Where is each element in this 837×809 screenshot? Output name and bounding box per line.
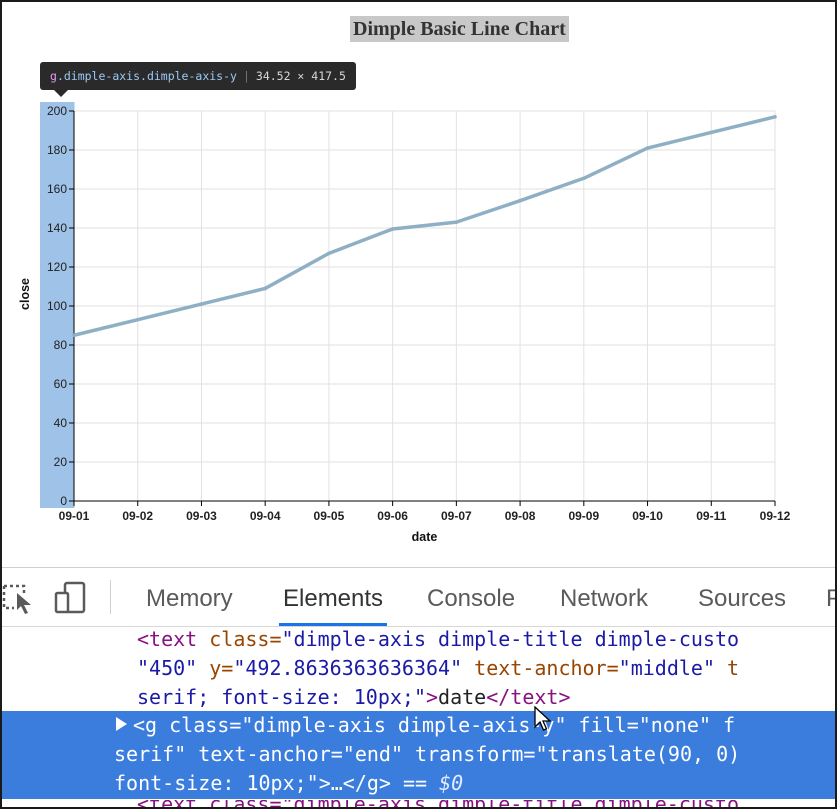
code-token: == — [390, 771, 440, 795]
code-token: text-anchor= — [474, 656, 619, 680]
selected-node-reference: $0 — [439, 771, 464, 795]
x-tick-label: 09-11 — [696, 509, 726, 523]
y-axis-title: close — [18, 278, 32, 310]
y-axis-inspect-highlight — [40, 102, 75, 508]
code-token: "dimple-axis dimple-axis-y" — [241, 713, 579, 737]
y-tick-label: 60 — [54, 377, 68, 391]
devtools-element-tooltip: g.dimple-axis.dimple-axis-y | 34.52 × 417.… — [40, 62, 356, 97]
tooltip-tag: g — [50, 69, 57, 83]
code-token: serif" — [114, 742, 199, 766]
y-tick-label: 0 — [60, 494, 67, 508]
code-token: fill= — [578, 713, 639, 737]
tab-performance[interactable]: P — [826, 568, 835, 626]
x-tick-label: 09-04 — [250, 509, 281, 523]
code-token: > — [425, 685, 439, 709]
series-line — [73, 115, 776, 337]
y-tick-label: 20 — [54, 455, 68, 469]
y-tick-label: 180 — [47, 143, 67, 157]
dom-line: <g class="dimple-axis dimple-axis-y" fil… — [116, 711, 735, 740]
x-tick-label: 09-03 — [186, 509, 217, 523]
data-point — [709, 130, 714, 135]
code-token: "492.8636363636364" — [233, 656, 475, 680]
data-point — [263, 286, 267, 291]
code-token: f — [723, 713, 736, 737]
tab-memory[interactable]: Memory — [146, 585, 233, 612]
code-token: text-anchor= — [198, 742, 343, 766]
toolbar-divider — [110, 580, 111, 614]
tab-network[interactable]: Network — [560, 585, 649, 612]
data-point — [518, 198, 522, 203]
y-tick-label: 160 — [47, 182, 67, 196]
code-token: class= — [169, 713, 242, 737]
x-tick-label: 09-09 — [568, 509, 599, 523]
data-point — [645, 146, 650, 150]
code-token: <g — [133, 713, 170, 737]
x-tick-label: 09-06 — [377, 509, 408, 523]
x-tick-label: 09-01 — [59, 509, 90, 523]
x-tick-label: 09-08 — [505, 509, 536, 523]
code-token: "dimple-axis dimple-title dimple-custo — [281, 627, 740, 651]
x-tick-label: 09-07 — [441, 509, 472, 523]
code-token: "end" — [342, 742, 416, 766]
dom-line[interactable]: serif; font-size: 10px;">date</text> — [137, 683, 571, 712]
mouse-cursor-icon — [534, 706, 552, 731]
code-token: y= — [209, 656, 234, 680]
code-token: "450" — [137, 656, 210, 680]
devtools-toolbar: Memory Elements Console Network Sources … — [2, 568, 835, 627]
y-tick-label: 140 — [47, 221, 67, 235]
x-tick-label: 09-05 — [314, 509, 345, 523]
code-token: transform= — [415, 742, 536, 766]
code-token: date — [438, 685, 487, 709]
inspect-element-icon[interactable] — [2, 580, 38, 616]
device-toolbar-icon[interactable] — [52, 580, 88, 616]
data-point — [390, 227, 395, 231]
data-point — [72, 333, 76, 338]
tooltip-classes: .dimple-axis.dimple-axis-y — [56, 69, 237, 83]
x-tick-label: 09-10 — [632, 509, 663, 523]
code-token: >…</g> — [318, 771, 391, 795]
y-tick-label: 80 — [54, 338, 68, 352]
y-tick-label: 120 — [47, 260, 67, 274]
data-point — [199, 302, 204, 306]
chart-title: Dimple Basic Line Chart — [350, 16, 569, 42]
code-token: serif; font-size: 10px;" — [137, 685, 426, 709]
y-tick-label: 200 — [47, 104, 67, 118]
x-tick-label: 09-02 — [122, 509, 153, 523]
devtools-panel: Memory Elements Console Network Sources … — [2, 567, 835, 807]
code-token: "none" — [638, 713, 724, 737]
x-tick-label: 09-12 — [760, 509, 791, 523]
dom-line[interactable]: "450" y="492.8636363636364" text-anchor=… — [137, 654, 739, 683]
code-token: "middle" — [618, 656, 728, 680]
code-token: <text — [137, 627, 210, 651]
dom-line[interactable]: <text class="dimple-axis dimple-title di… — [137, 625, 739, 654]
code-token: "translate(90, 0) — [535, 742, 741, 766]
dom-line: font-size: 10px;">…</g> == $0 — [114, 769, 463, 798]
data-point — [582, 176, 586, 181]
tooltip-dimensions: 34.52 × 417.5 — [255, 69, 346, 83]
data-point — [454, 220, 459, 224]
code-token: class= — [209, 627, 282, 651]
tab-elements[interactable]: Elements — [278, 568, 388, 626]
code-token: font-size: 10px;" — [114, 771, 319, 795]
data-point — [135, 317, 140, 322]
code-token: t — [727, 656, 740, 680]
tab-sources[interactable]: Sources — [698, 585, 787, 612]
tooltip-separator: | — [242, 69, 250, 83]
data-point — [773, 115, 777, 119]
code-token: <text class="dimple-axis dimple-title di… — [137, 800, 739, 807]
code-token: </text> — [486, 685, 571, 709]
line-chart: 0 20 40 60 80 100 120 140 160 180 200 09-01 09-02 09-… — [18, 102, 791, 544]
dom-line-partial[interactable]: <text class="dimple-axis dimple-title di… — [137, 800, 739, 807]
y-tick-label: 100 — [47, 299, 67, 313]
data-point — [327, 251, 331, 256]
tab-console[interactable]: Console — [427, 585, 516, 612]
expand-triangle-icon[interactable] — [116, 717, 127, 731]
selected-dom-node[interactable]: <g class="dimple-axis dimple-axis-y" fil… — [2, 711, 835, 799]
dom-line: serif" text-anchor="end" transform="tran… — [114, 740, 740, 769]
x-axis-title: date — [412, 530, 438, 544]
y-tick-label: 40 — [54, 416, 68, 430]
